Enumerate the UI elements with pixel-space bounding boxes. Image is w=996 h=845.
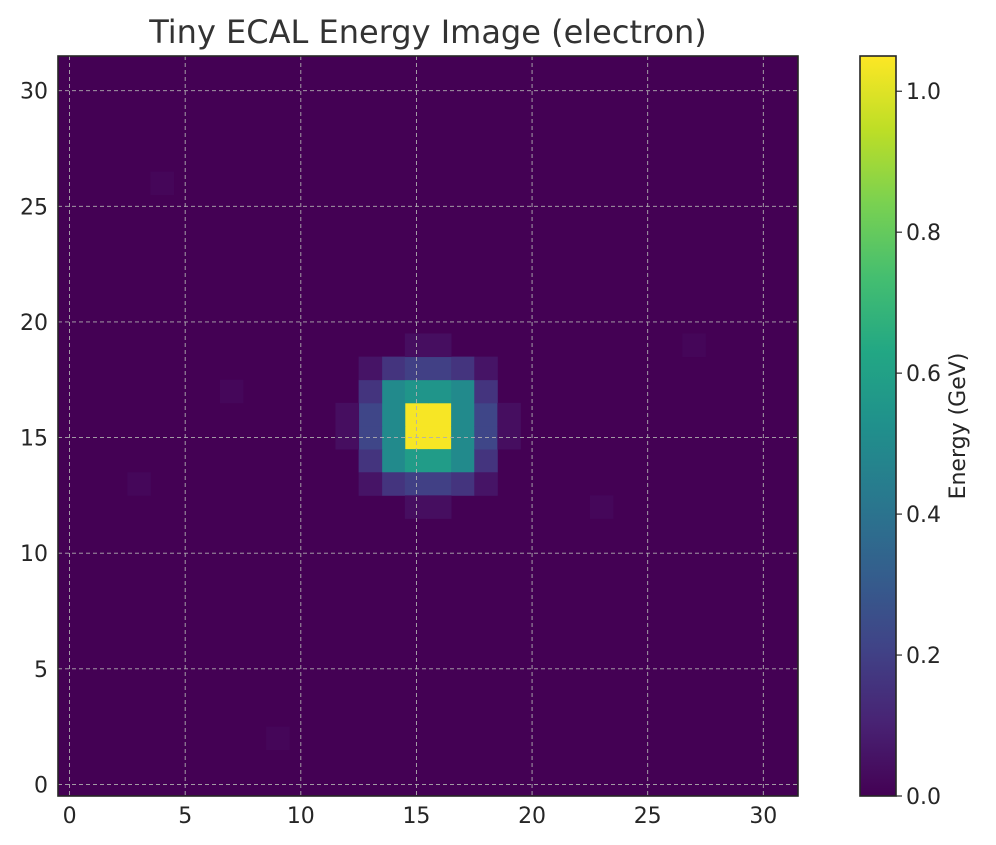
chart-title: Tiny ECAL Energy Image (electron) xyxy=(148,13,707,51)
y-tick-label: 10 xyxy=(20,542,48,567)
heatmap-cell xyxy=(428,449,452,473)
x-axis-ticks: 0 5 10 15 20 25 30 xyxy=(63,804,778,829)
colorbar-tick-label: 1.0 xyxy=(906,80,941,105)
heatmap-cell xyxy=(381,426,406,450)
heatmap-cell xyxy=(381,449,406,473)
heatmap-cell xyxy=(451,449,475,473)
x-tick-label: 20 xyxy=(518,804,546,829)
heatmap-cell xyxy=(474,472,498,496)
colorbar-ticks: 0.0 0.2 0.4 0.6 0.8 1.0 xyxy=(896,80,941,810)
heatmap-cell xyxy=(404,379,429,404)
heatmap-cell xyxy=(682,333,706,358)
x-tick-label: 25 xyxy=(634,804,662,829)
heatmap-cell xyxy=(428,379,452,404)
y-tick-label: 15 xyxy=(20,427,48,452)
colorbar-label: Energy (GeV) xyxy=(946,353,971,500)
colorbar: 0.0 0.2 0.4 0.6 0.8 1.0 Energy (GeV) xyxy=(859,55,971,810)
heatmap-cell xyxy=(428,333,452,358)
x-tick-label: 30 xyxy=(749,804,777,829)
heatmap-cell xyxy=(428,402,452,427)
heatmap-cell xyxy=(381,402,406,427)
heatmap-cell xyxy=(358,472,383,496)
heatmap-cell xyxy=(474,449,498,473)
colorbar-tick-label: 0.6 xyxy=(906,362,941,387)
heatmap-cell xyxy=(428,356,452,381)
grid-lines xyxy=(58,56,798,796)
heatmap-cell xyxy=(497,402,521,427)
heatmap-cell xyxy=(381,472,406,496)
heatmap-cell xyxy=(404,449,429,473)
heatmap-cell xyxy=(381,356,406,381)
x-tick-label: 15 xyxy=(402,804,430,829)
heatmap-cell xyxy=(335,402,360,427)
y-tick-label: 5 xyxy=(34,658,48,683)
y-tick-label: 20 xyxy=(20,311,48,336)
y-tick-label: 30 xyxy=(20,80,48,105)
heatmap-cell xyxy=(150,171,175,196)
heatmap-cell xyxy=(358,379,383,404)
y-axis-ticks: 0 5 10 15 20 25 30 xyxy=(20,80,48,799)
heatmap-cell xyxy=(474,356,498,381)
heatmap-cells xyxy=(58,56,798,796)
heatmap-cell xyxy=(589,495,614,519)
x-tick-label: 5 xyxy=(178,804,192,829)
colorbar-tick-label: 0.8 xyxy=(906,221,941,246)
heatmap-cell xyxy=(474,402,498,427)
y-tick-label: 0 xyxy=(34,773,48,798)
heatmap-cell xyxy=(451,472,475,496)
heatmap-cell xyxy=(404,356,429,381)
colorbar-tick-label: 0.2 xyxy=(906,644,941,669)
heatmap-cell xyxy=(127,472,151,496)
colorbar-tick-label: 0.0 xyxy=(906,785,941,810)
plot-frame xyxy=(57,55,799,797)
heatmap-cell xyxy=(451,356,475,381)
colorbar-tick-label: 0.4 xyxy=(906,503,941,528)
plot-area: 0 5 10 15 20 25 30 0 5 10 15 20 25 30 xyxy=(20,55,799,829)
heatmap-cell xyxy=(381,379,406,404)
x-tick-label: 10 xyxy=(287,804,315,829)
heatmap-cell xyxy=(474,379,498,404)
heatmap-cell xyxy=(266,726,290,751)
heatmap-cell xyxy=(451,426,475,450)
heatmap-cell xyxy=(428,472,452,496)
heatmap-cell xyxy=(358,402,383,427)
y-tick-label: 25 xyxy=(20,195,48,220)
heatmap-cell xyxy=(358,356,383,381)
heatmap-cell xyxy=(358,449,383,473)
x-tick-label: 0 xyxy=(63,804,77,829)
colorbar-gradient xyxy=(859,55,897,797)
heatmap-cell xyxy=(428,495,452,519)
heatmap-cell xyxy=(451,402,475,427)
heatmap-cell xyxy=(219,379,244,404)
heatmap-cell xyxy=(451,379,475,404)
heatmap-cell xyxy=(358,426,383,450)
